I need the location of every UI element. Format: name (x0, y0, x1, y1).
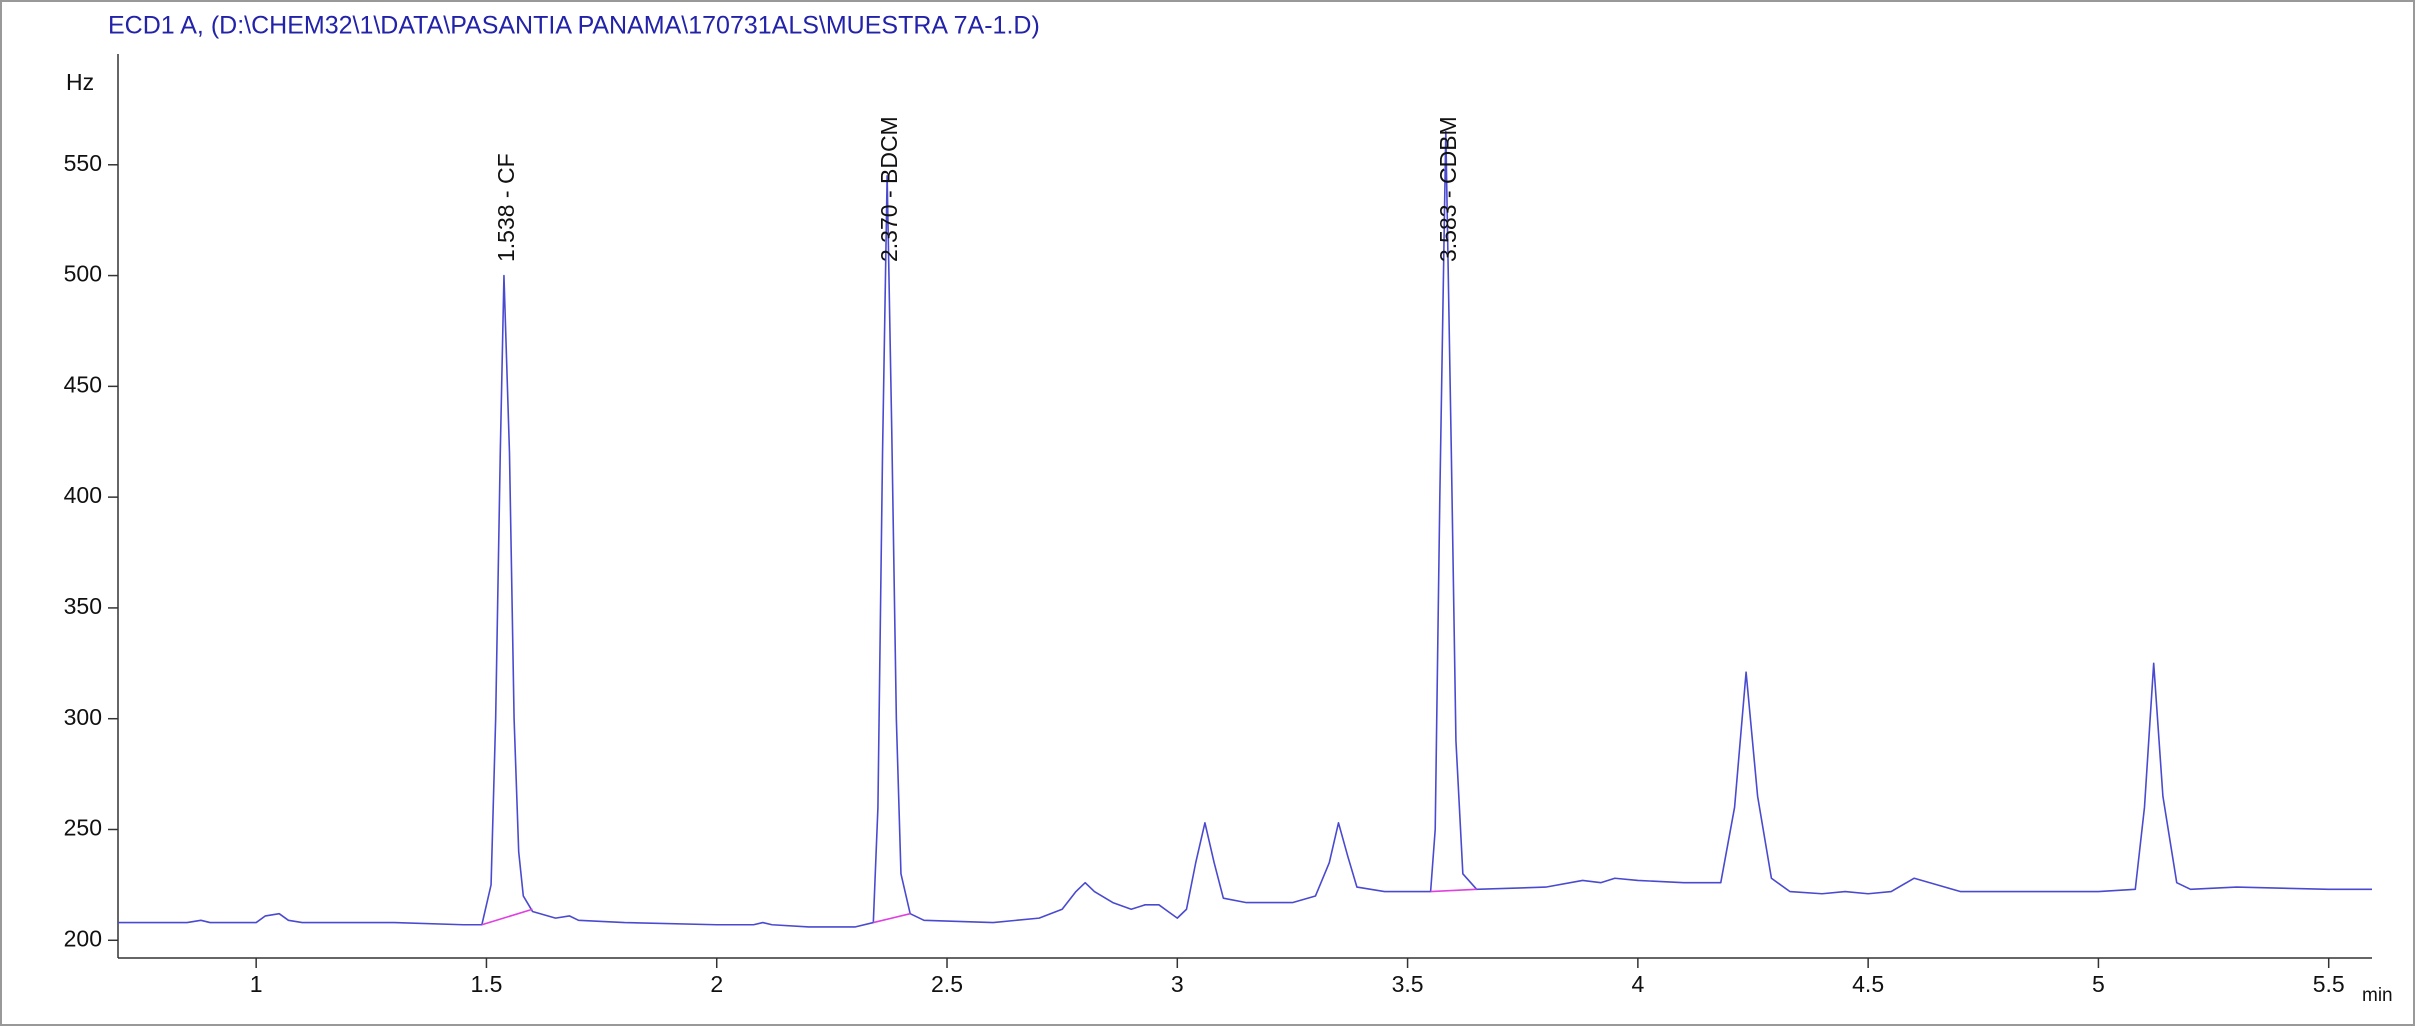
y-tick-label: 500 (64, 261, 102, 287)
chart-title: ECD1 A, (D:\CHEM32\1\DATA\PASANTIA PANAM… (108, 12, 1040, 40)
y-tick-label: 350 (64, 593, 102, 619)
x-tick-label: 2 (710, 971, 723, 997)
x-tick-label: 5 (2092, 971, 2105, 997)
trace (1430, 888, 1477, 893)
x-axis-label: min (2362, 985, 2393, 1006)
x-tick-label: 4.5 (1852, 971, 1884, 997)
trace (118, 130, 2372, 928)
x-tick-label: 4 (1631, 971, 1644, 997)
y-tick-label: 300 (64, 704, 102, 730)
x-tick-label: 3 (1171, 971, 1184, 997)
y-tick-label: 450 (64, 371, 102, 397)
peak-label: 2.370 - BDCM (876, 116, 902, 262)
y-tick-label: 400 (64, 482, 102, 508)
y-tick-label: 550 (64, 150, 102, 176)
x-tick-label: 5.5 (2313, 971, 2345, 997)
y-tick-label: 200 (64, 925, 102, 951)
y-tick-label: 250 (64, 815, 102, 841)
y-axis-label: Hz (66, 69, 94, 95)
peak-label: 1.538 - CF (493, 153, 519, 262)
peak-label: 3.583 - CDBM (1435, 116, 1461, 262)
x-tick-label: 2.5 (931, 971, 963, 997)
x-tick-label: 3.5 (1392, 971, 1424, 997)
x-tick-label: 1.5 (470, 971, 502, 997)
trace (481, 908, 533, 926)
x-tick-label: 1 (250, 971, 263, 997)
trace (873, 912, 911, 924)
